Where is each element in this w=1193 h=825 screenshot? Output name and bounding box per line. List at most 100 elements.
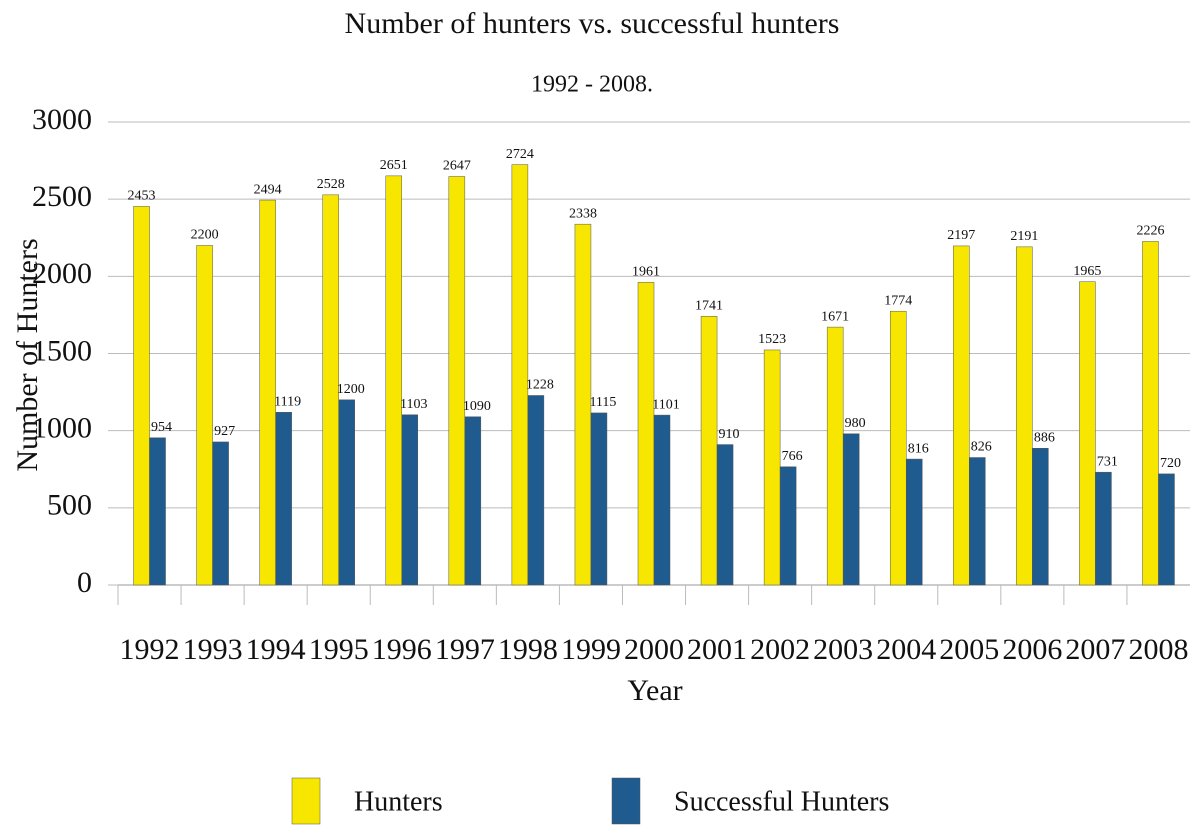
bar (385, 175, 403, 586)
data-label: 826 (971, 440, 992, 455)
data-label: 2651 (380, 158, 408, 173)
x-tick-label: 1997 (435, 633, 495, 666)
data-label: 2197 (947, 228, 975, 243)
y-tick-label: 500 (47, 489, 92, 522)
x-tick-label: 1993 (183, 633, 243, 666)
x-tick-label: 2004 (876, 633, 936, 666)
data-label: 2724 (506, 147, 534, 162)
data-label: 1671 (821, 309, 849, 324)
x-tick-label: 1992 (120, 633, 180, 666)
bar (1016, 246, 1033, 586)
x-tick-label: 1996 (372, 633, 432, 666)
bar (1142, 241, 1159, 586)
data-label: 2494 (254, 182, 282, 197)
data-label: 1523 (758, 332, 786, 347)
bar (889, 310, 907, 586)
y-axis-label: Number of Hunters (11, 238, 44, 471)
data-label: 1119 (274, 395, 301, 410)
x-tick-label: 1998 (498, 633, 558, 666)
x-tick-label: 1994 (246, 633, 306, 666)
chart-title: Number of hunters vs. successful hunters (345, 7, 840, 40)
bar (196, 245, 213, 586)
data-label: 1774 (884, 293, 912, 308)
data-label: 720 (1160, 456, 1181, 471)
bar (322, 194, 339, 586)
y-tick-label: 2500 (32, 180, 92, 213)
data-label: 2200 (191, 228, 219, 243)
data-label: 1200 (337, 382, 365, 397)
x-tick-label: 1999 (561, 633, 621, 666)
bar (779, 466, 797, 586)
data-label: 731 (1097, 454, 1118, 469)
bar (464, 416, 482, 586)
legend-swatch (291, 777, 321, 825)
bar (653, 414, 671, 586)
legend-swatch (611, 777, 641, 825)
data-label: 816 (908, 441, 929, 456)
bar (212, 441, 229, 586)
bar (149, 437, 166, 586)
bar (259, 199, 276, 586)
bar (763, 349, 781, 586)
legend-label: Hunters (354, 786, 443, 817)
bar (511, 164, 529, 586)
bar (527, 395, 545, 586)
data-label: 1115 (589, 395, 616, 410)
chart-subtitle: 1992 - 2008. (531, 72, 653, 98)
x-tick-label: 2006 (1002, 633, 1062, 666)
data-label: 910 (719, 427, 740, 442)
bar (448, 176, 466, 586)
bar (637, 282, 655, 586)
bar (969, 457, 986, 586)
data-label: 1228 (526, 378, 554, 393)
data-label: 2647 (443, 159, 471, 174)
data-label: 1101 (652, 397, 679, 412)
data-label: 2226 (1136, 224, 1164, 239)
data-label: 766 (782, 449, 803, 464)
x-tick-label: 2005 (939, 633, 999, 666)
data-label: 1741 (695, 299, 723, 314)
data-label: 2453 (128, 189, 156, 204)
bar (842, 433, 860, 586)
bar (275, 412, 292, 586)
data-label: 954 (151, 420, 172, 435)
bar (1032, 448, 1049, 586)
x-tick-label: 2003 (813, 633, 873, 666)
bar (1095, 471, 1112, 586)
data-label: 1090 (463, 399, 491, 414)
x-tick-label: 2002 (750, 633, 810, 666)
data-label: 886 (1034, 430, 1055, 445)
y-tick-label: 1000 (32, 412, 92, 445)
x-axis-label: Year (627, 674, 682, 707)
x-tick-label: 2001 (687, 633, 747, 666)
x-tick-label: 2000 (624, 633, 684, 666)
bar (1158, 473, 1175, 586)
bar (401, 414, 419, 586)
legend-label: Successful Hunters (674, 786, 889, 817)
x-tick-label: 2008 (1128, 633, 1188, 666)
bar (1079, 281, 1096, 586)
y-tick-label: 1500 (32, 334, 92, 367)
data-label: 2338 (569, 206, 597, 221)
bar (826, 326, 844, 586)
data-label: 927 (214, 424, 235, 439)
bar (133, 206, 150, 586)
bar (574, 223, 592, 586)
x-tick-label: 2007 (1065, 633, 1125, 666)
y-tick-label: 0 (77, 566, 92, 599)
y-tick-label: 2000 (32, 257, 92, 290)
bar (716, 444, 734, 586)
y-tick-label: 3000 (32, 103, 92, 136)
data-label: 2191 (1010, 229, 1038, 244)
data-label: 980 (845, 416, 866, 431)
bar (590, 412, 608, 586)
bar (905, 458, 923, 586)
data-label: 2528 (317, 177, 345, 192)
x-tick-label: 1995 (309, 633, 369, 666)
data-label: 1961 (632, 265, 660, 280)
data-label: 1103 (400, 397, 427, 412)
bar (700, 316, 718, 586)
data-label: 1965 (1073, 264, 1101, 279)
bar (953, 245, 970, 586)
